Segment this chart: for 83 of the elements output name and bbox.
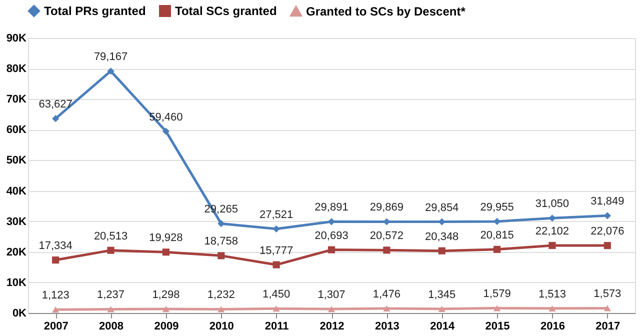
point xyxy=(52,256,60,264)
x-tick-label: 2009 xyxy=(154,320,179,332)
x-tick-label: 2015 xyxy=(485,320,510,332)
point xyxy=(107,246,114,254)
data-label: 1,307 xyxy=(318,289,346,302)
data-label: 1,573 xyxy=(594,288,622,300)
data-label: 31,050 xyxy=(535,198,570,210)
x-tick-label: 2016 xyxy=(540,320,565,332)
y-tick-label: 70K xyxy=(6,94,27,106)
legend-label: Total PRs granted xyxy=(44,4,146,18)
point xyxy=(383,246,390,254)
point xyxy=(548,242,556,249)
point xyxy=(383,305,390,312)
data-label: 1,476 xyxy=(372,288,400,300)
data-label: 31,849 xyxy=(590,196,624,208)
data-label: 22,102 xyxy=(535,225,570,238)
data-label: 20,572 xyxy=(370,230,404,242)
legend-label: Granted to SCs by Descent* xyxy=(306,4,466,18)
point xyxy=(328,246,336,254)
data-label: 1,298 xyxy=(152,289,180,302)
point xyxy=(438,306,446,312)
point xyxy=(218,220,225,228)
point xyxy=(52,306,60,313)
y-tick-label: 20K xyxy=(6,246,27,258)
data-label: 20,815 xyxy=(480,229,514,242)
point xyxy=(328,306,336,312)
point xyxy=(272,225,280,232)
point xyxy=(162,306,170,312)
data-label: 63,627 xyxy=(38,98,72,111)
point xyxy=(494,246,501,253)
y-tick-label: 30K xyxy=(6,216,27,228)
data-label: 29,869 xyxy=(370,202,404,214)
point xyxy=(494,305,501,312)
data-label: 29,854 xyxy=(425,202,459,214)
point xyxy=(218,306,225,312)
y-tick-label: 60K xyxy=(6,124,27,136)
data-label: 1,237 xyxy=(97,289,125,302)
x-tick-label: 2012 xyxy=(320,320,344,332)
y-tick-label: 10K xyxy=(6,276,27,289)
data-label: 20,348 xyxy=(425,230,459,243)
data-label: 1,579 xyxy=(483,288,511,300)
point xyxy=(604,305,611,312)
data-label: 1,123 xyxy=(42,290,70,302)
data-label: 29,955 xyxy=(480,201,514,214)
legend-label: Total SCs granted xyxy=(175,4,277,18)
y-tick-label: 0K xyxy=(12,308,27,320)
data-label: 27,521 xyxy=(259,208,294,221)
x-tick-label: 2008 xyxy=(99,320,124,332)
point xyxy=(272,306,280,312)
y-tick-label: 90K xyxy=(6,32,27,44)
point xyxy=(272,261,280,268)
point xyxy=(548,305,556,312)
x-tick-label: 2014 xyxy=(430,320,456,332)
data-label: 1,232 xyxy=(207,289,235,302)
y-tick-label: 40K xyxy=(6,185,27,198)
data-label: 1,345 xyxy=(428,288,456,301)
point xyxy=(107,306,114,312)
data-label: 1,450 xyxy=(262,288,290,301)
data-label: 17,334 xyxy=(38,240,72,252)
data-label: 79,167 xyxy=(94,51,128,64)
x-tick-label: 2011 xyxy=(264,320,289,332)
data-label: 20,513 xyxy=(94,230,128,242)
point xyxy=(52,115,60,122)
point xyxy=(548,214,556,222)
point xyxy=(162,248,170,256)
y-tick-label: 50K xyxy=(6,154,27,167)
point xyxy=(218,252,225,260)
x-tick-label: 2013 xyxy=(374,320,400,332)
data-label: 18,758 xyxy=(204,236,238,248)
x-tick-label: 2007 xyxy=(44,320,68,332)
x-tick-label: 2017 xyxy=(596,320,620,332)
point xyxy=(107,68,114,75)
y-tick-label: 80K xyxy=(6,63,27,76)
data-label: 22,076 xyxy=(590,226,624,238)
data-label: 19,928 xyxy=(149,232,183,244)
data-label: 15,777 xyxy=(259,244,294,257)
point xyxy=(604,242,611,250)
point xyxy=(162,128,170,135)
point xyxy=(438,247,446,254)
data-label: 29,891 xyxy=(314,202,348,214)
x-tick-label: 2010 xyxy=(209,320,234,332)
data-label: 20,693 xyxy=(314,230,348,242)
data-label: 1,513 xyxy=(538,288,566,300)
